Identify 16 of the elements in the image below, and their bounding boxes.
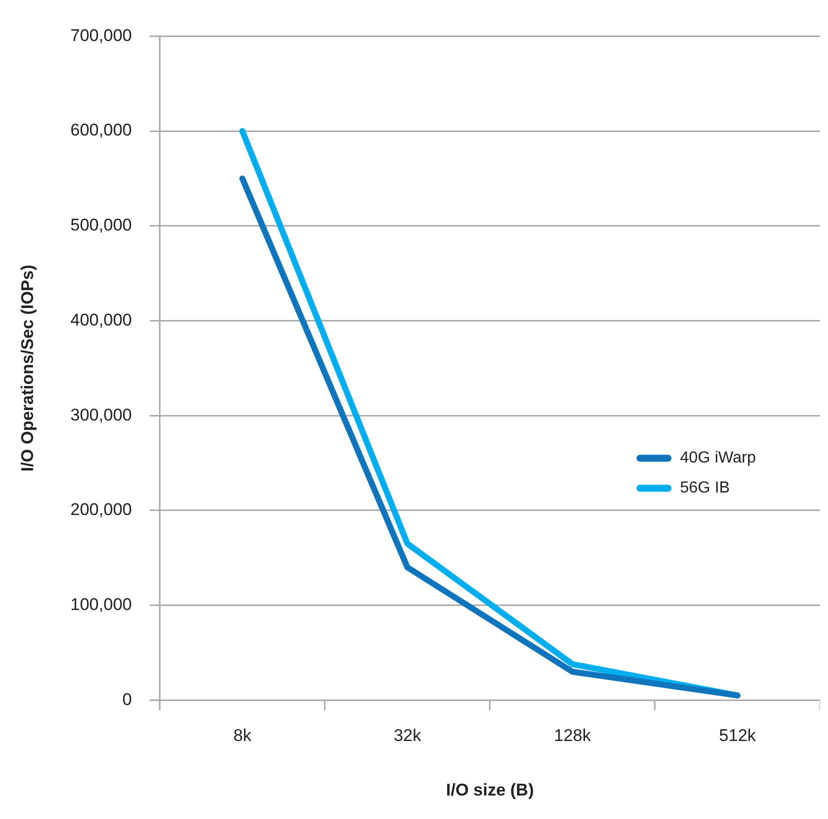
x-tick-label: 8k [233, 726, 252, 746]
x-tick-label: 32k [394, 726, 422, 746]
y-tick-label: 100,000 [70, 595, 132, 614]
y-tick-label: 600,000 [70, 120, 132, 140]
legend-label: 40G iWarp [680, 450, 756, 467]
y-tick-label: 0 [122, 690, 132, 709]
y-tick-label: 400,000 [70, 310, 132, 330]
y-tick-label: 200,000 [70, 500, 132, 520]
x-axis-title: I/O size (B) [446, 780, 534, 800]
x-tick-label: 512k [719, 726, 756, 746]
y-tick-label: 300,000 [70, 405, 132, 424]
x-tick-label: 128k [554, 726, 592, 746]
legend-label: 56G IB [680, 480, 730, 497]
y-tick-label: 500,000 [70, 216, 132, 235]
y-tick-label: 700,000 [70, 26, 132, 45]
y-axis-title: I/O Operations/Sec (IOPs) [18, 264, 37, 472]
